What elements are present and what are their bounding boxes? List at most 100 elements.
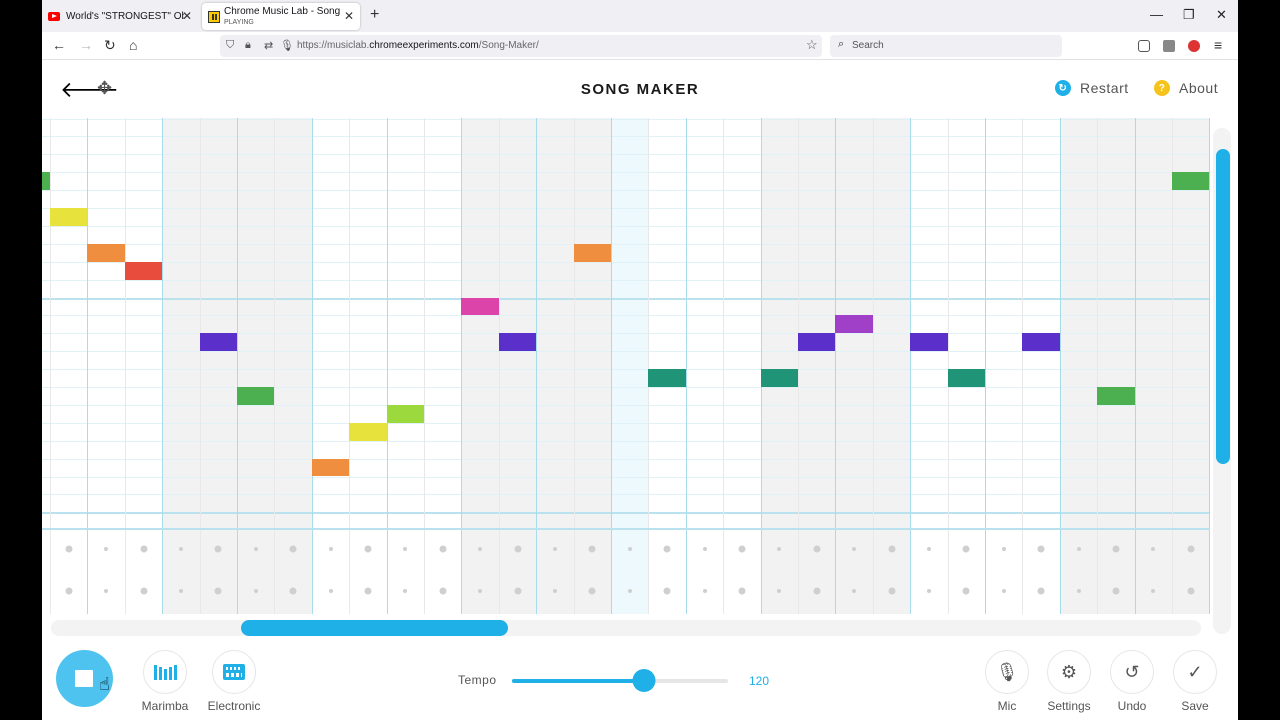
melody-note[interactable] bbox=[498, 333, 537, 352]
melody-note[interactable] bbox=[461, 297, 499, 316]
rhythm-cell-dot[interactable] bbox=[962, 545, 970, 552]
rhythm-cell-dot[interactable] bbox=[1112, 545, 1120, 552]
bookmark-star-icon[interactable]: ☆ bbox=[806, 37, 818, 52]
melody-note[interactable] bbox=[947, 369, 985, 387]
melody-note[interactable] bbox=[1172, 172, 1210, 191]
rhythm-cell-dot[interactable] bbox=[104, 546, 109, 551]
url-bar[interactable]: ⛉ 🔒︎ ⇄ 🎙︎ https://musiclab.chromeexperim… bbox=[220, 35, 822, 57]
rhythm-cell-dot[interactable] bbox=[514, 587, 521, 595]
melody-grid[interactable] bbox=[42, 118, 1210, 528]
lock-icon[interactable]: 🔒︎ bbox=[245, 39, 251, 51]
melody-note[interactable] bbox=[42, 172, 50, 191]
restore-icon[interactable]: ❐ bbox=[1183, 7, 1195, 22]
rhythm-cell-dot[interactable] bbox=[478, 546, 483, 551]
rhythm-cell-dot[interactable] bbox=[777, 546, 782, 551]
rhythm-cell-dot[interactable] bbox=[962, 587, 970, 595]
melody-note[interactable] bbox=[835, 315, 873, 334]
search-bar[interactable]: ⌕ Search bbox=[830, 35, 1062, 57]
melody-note[interactable] bbox=[349, 422, 387, 441]
rhythm-cell-dot[interactable] bbox=[852, 589, 857, 593]
rhythm-cell-dot[interactable] bbox=[777, 589, 782, 593]
rhythm-cell-dot[interactable] bbox=[588, 587, 596, 595]
forward-icon[interactable]: → bbox=[79, 37, 93, 53]
minimize-icon[interactable]: — bbox=[1150, 7, 1163, 22]
rhythm-cell-dot[interactable] bbox=[65, 587, 73, 595]
extension-icon[interactable] bbox=[1163, 40, 1175, 52]
rhythm-cell-dot[interactable] bbox=[1076, 546, 1081, 551]
profile-extension-icon[interactable] bbox=[1188, 40, 1200, 52]
rhythm-cell-dot[interactable] bbox=[813, 587, 821, 595]
electronic-button[interactable] bbox=[212, 650, 256, 694]
rhythm-cell-dot[interactable] bbox=[552, 546, 557, 551]
melody-note[interactable] bbox=[237, 387, 275, 405]
rhythm-cell-dot[interactable] bbox=[1112, 587, 1120, 595]
rhythm-cell-dot[interactable] bbox=[65, 545, 73, 552]
close-icon[interactable]: ✕ bbox=[181, 9, 192, 23]
rhythm-cell-dot[interactable] bbox=[738, 545, 746, 552]
rhythm-cell-dot[interactable] bbox=[852, 546, 857, 551]
rhythm-cell-dot[interactable] bbox=[888, 587, 895, 595]
melody-note[interactable] bbox=[910, 333, 948, 352]
close-icon[interactable]: ✕ bbox=[343, 9, 354, 23]
rhythm-cell-dot[interactable] bbox=[328, 546, 333, 551]
rhythm-cell-dot[interactable] bbox=[178, 546, 183, 551]
rhythm-cell-dot[interactable] bbox=[1001, 546, 1006, 551]
rhythm-cell-dot[interactable] bbox=[1001, 589, 1006, 593]
stop-button[interactable]: ☝︎ bbox=[56, 650, 113, 707]
rhythm-cell-dot[interactable] bbox=[926, 589, 931, 593]
rhythm-cell-dot[interactable] bbox=[253, 589, 258, 593]
rhythm-cell-dot[interactable] bbox=[738, 587, 746, 595]
rhythm-cell-dot[interactable] bbox=[214, 545, 222, 552]
rhythm-cell-dot[interactable] bbox=[813, 545, 821, 552]
shield-icon[interactable]: ⛉ bbox=[226, 39, 235, 51]
save-button[interactable]: ✓ bbox=[1173, 650, 1217, 694]
undo-button[interactable]: ↺ bbox=[1110, 650, 1154, 694]
rhythm-cell-dot[interactable] bbox=[214, 587, 222, 595]
home-icon[interactable]: ⌂ bbox=[129, 37, 138, 53]
tab-youtube[interactable]: World's "STRONGEST" Objects ✕ bbox=[46, 3, 198, 30]
settings-button[interactable]: ⚙ bbox=[1047, 650, 1091, 694]
horizontal-scroll-thumb[interactable] bbox=[241, 620, 508, 636]
melody-note[interactable] bbox=[573, 243, 611, 262]
rhythm-cell-dot[interactable] bbox=[328, 589, 333, 593]
rhythm-cell-dot[interactable] bbox=[478, 589, 483, 593]
pocket-icon[interactable] bbox=[1138, 40, 1150, 52]
tab-song-maker[interactable]: Chrome Music Lab - Song Maker PLAYING ✕ bbox=[202, 3, 360, 30]
tempo-slider-handle[interactable] bbox=[632, 669, 656, 692]
rhythm-cell-dot[interactable] bbox=[178, 589, 183, 593]
mic-button[interactable]: 🎙︎ bbox=[985, 650, 1029, 694]
new-tab-icon[interactable]: + bbox=[370, 6, 380, 23]
rhythm-cell-dot[interactable] bbox=[140, 587, 147, 595]
back-icon[interactable]: ← bbox=[52, 37, 66, 53]
rhythm-cell-dot[interactable] bbox=[1187, 545, 1195, 552]
rhythm-grid[interactable] bbox=[42, 530, 1210, 614]
melody-note[interactable] bbox=[648, 369, 686, 387]
rhythm-cell-dot[interactable] bbox=[439, 587, 447, 595]
rhythm-cell-dot[interactable] bbox=[888, 545, 895, 552]
reload-icon[interactable]: ↻ bbox=[104, 37, 116, 53]
rhythm-cell-dot[interactable] bbox=[289, 545, 297, 552]
rhythm-cell-dot[interactable] bbox=[403, 546, 408, 551]
rhythm-cell-dot[interactable] bbox=[439, 545, 447, 552]
melody-note[interactable] bbox=[50, 208, 88, 226]
melody-note[interactable] bbox=[87, 243, 125, 262]
melody-note[interactable] bbox=[311, 458, 350, 477]
rhythm-cell-dot[interactable] bbox=[702, 546, 707, 551]
rhythm-cell-dot[interactable] bbox=[253, 546, 258, 551]
menu-icon[interactable]: ≡ bbox=[1214, 37, 1223, 53]
rhythm-cell-dot[interactable] bbox=[588, 545, 596, 552]
rhythm-cell-dot[interactable] bbox=[627, 546, 632, 551]
rhythm-cell-dot[interactable] bbox=[289, 587, 297, 595]
rhythm-cell-dot[interactable] bbox=[1076, 589, 1081, 593]
rhythm-cell-dot[interactable] bbox=[403, 589, 408, 593]
horizontal-scroll-track[interactable] bbox=[51, 620, 1201, 636]
rhythm-cell-dot[interactable] bbox=[1037, 587, 1045, 595]
move-icon[interactable]: ✥ bbox=[97, 78, 113, 98]
back-arrow-icon[interactable]: 🡐 bbox=[60, 77, 119, 102]
rhythm-cell-dot[interactable] bbox=[702, 589, 707, 593]
melody-note[interactable] bbox=[798, 333, 836, 352]
rhythm-cell-dot[interactable] bbox=[627, 589, 632, 593]
rhythm-cell-dot[interactable] bbox=[663, 587, 671, 595]
rhythm-cell-dot[interactable] bbox=[1187, 587, 1195, 595]
marimba-button[interactable] bbox=[143, 650, 187, 694]
